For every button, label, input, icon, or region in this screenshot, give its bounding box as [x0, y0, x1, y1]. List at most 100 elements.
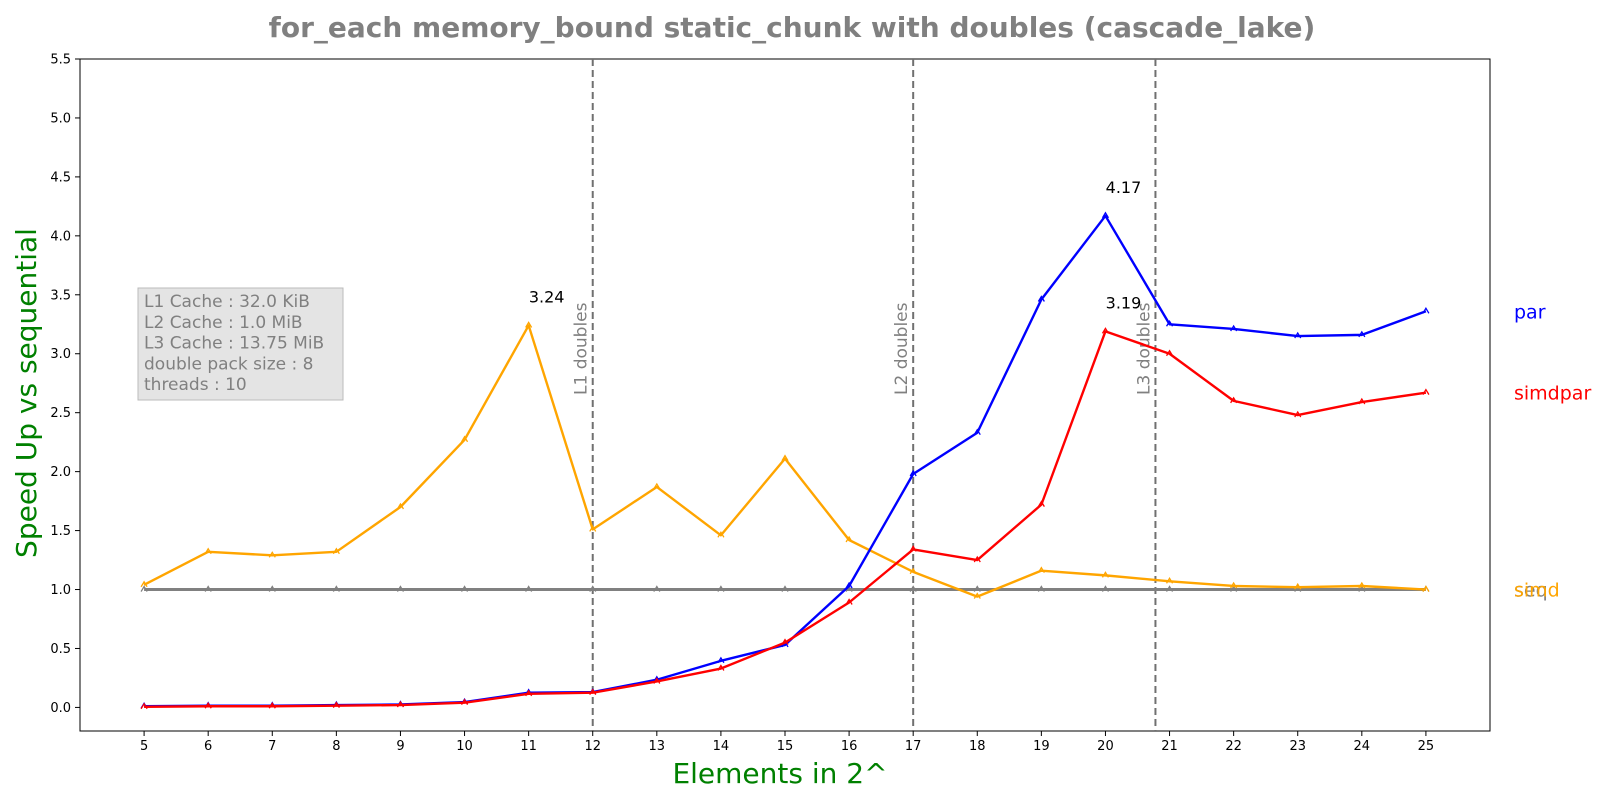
data-point-simdpar [460, 698, 469, 706]
x-tick-label: 11 [520, 739, 537, 754]
data-point-seq [1165, 585, 1174, 592]
data-point-simd [1358, 581, 1366, 589]
x-tick-label: 24 [1354, 739, 1371, 754]
x-tick-label: 22 [1225, 739, 1242, 754]
legend-item-simd: simd [1514, 580, 1560, 602]
cache-line-label: L2 doubles [892, 302, 912, 395]
x-tick-label: 7 [268, 739, 276, 754]
data-point-simd [589, 525, 597, 532]
chart-title: for_each memory_bound static_chunk with … [269, 11, 1316, 44]
cache-lines: L1 doubles L2 doubles L3 doubles [572, 59, 1157, 731]
data-point-simd [1037, 566, 1045, 573]
data-point-simd [140, 580, 148, 588]
y-tick-label: 0.0 [50, 701, 71, 716]
series-line-simd [143, 324, 1426, 598]
y-tick-label: 4.5 [50, 170, 71, 185]
x-tick-label: 21 [1161, 739, 1178, 754]
data-point-simdpar [140, 702, 148, 710]
data-point-simd [1294, 582, 1302, 590]
x-tick-label: 20 [1097, 739, 1114, 754]
y-tick-label: 3.5 [50, 288, 71, 303]
x-tick-label: 23 [1289, 739, 1306, 754]
data-point-simdpar [1422, 388, 1430, 395]
y-axis-ticks: 0.0 0.5 1.0 1.5 2.0 2.5 3.0 3.5 4.0 4.5 5.0 5.5 [50, 53, 80, 716]
data-point-simdpar [1230, 396, 1238, 404]
x-tick-label: 14 [713, 739, 730, 754]
data-point-seq [140, 585, 148, 592]
peak-label: 3.19 [1106, 293, 1142, 312]
x-tick-label: 12 [584, 739, 601, 754]
legend-item-simdpar: simdpar [1514, 383, 1591, 405]
data-point-par [1101, 211, 1110, 219]
data-point-seq [909, 585, 917, 592]
y-tick-label: 5.5 [50, 53, 71, 68]
data-point-simd [1230, 581, 1238, 589]
y-tick-label: 0.5 [50, 642, 71, 657]
legend-item-par: par [1514, 301, 1546, 323]
data-point-seq [332, 585, 340, 592]
y-tick-label: 3.0 [50, 347, 71, 362]
data-point-seq [204, 585, 212, 592]
x-tick-label: 18 [969, 739, 986, 754]
data-point-par [845, 581, 853, 589]
y-tick-label: 1.0 [50, 583, 71, 598]
data-point-simd [973, 592, 981, 599]
data-point-par [1037, 295, 1045, 302]
data-point-simdpar [909, 545, 917, 552]
peak-label: 3.24 [529, 287, 565, 306]
x-tick-label: 25 [1418, 739, 1435, 754]
cache-line-label: L3 doubles [1134, 302, 1154, 395]
x-tick-label: 10 [456, 739, 473, 754]
data-point-simd [653, 482, 661, 490]
data-point-par [1294, 331, 1302, 339]
data-point-simd [1101, 571, 1110, 578]
info-line: L2 Cache : 1.0 MiB [144, 313, 303, 333]
x-tick-label: 16 [841, 739, 858, 754]
data-point-simdpar [204, 701, 212, 709]
data-point-par [1230, 324, 1238, 332]
series-group [140, 211, 1430, 710]
data-point-simd [909, 567, 917, 575]
data-point-seq [717, 585, 725, 592]
data-point-simdpar [525, 689, 533, 697]
data-point-simdpar [1037, 500, 1045, 507]
data-point-simd [204, 547, 212, 555]
info-line: L3 Cache : 13.75 MiB [144, 334, 324, 354]
data-point-simd [460, 435, 469, 443]
y-axis-label: Speed Up vs sequential [10, 228, 43, 558]
data-point-seq [589, 585, 597, 592]
y-tick-label: 2.5 [50, 406, 71, 421]
data-point-simd [525, 321, 533, 328]
x-tick-label: 8 [332, 739, 340, 754]
data-point-simdpar [781, 638, 789, 645]
data-point-seq [268, 585, 276, 592]
x-axis-ticks: 5 6 7 8 9 10 11 12 13 14 15 16 17 18 19 20 21 22 23 24 25 [140, 731, 1434, 754]
data-point-par [909, 469, 917, 477]
data-point-simd [268, 551, 276, 558]
data-point-simd [332, 547, 340, 555]
data-point-simd [845, 535, 853, 543]
info-box-background [137, 287, 344, 401]
y-tick-label: 2.0 [50, 465, 71, 480]
x-tick-label: 9 [396, 739, 404, 754]
data-point-simd [717, 531, 725, 538]
data-point-par [1165, 319, 1174, 327]
data-point-simdpar [589, 688, 597, 696]
info-line: threads : 10 [144, 375, 247, 395]
data-point-simd [396, 502, 405, 510]
y-tick-label: 4.0 [50, 229, 71, 244]
data-point-simdpar [717, 664, 725, 671]
data-point-seq [460, 585, 469, 592]
x-tick-label: 19 [1033, 739, 1050, 754]
data-point-seq [525, 585, 533, 592]
data-point-seq [973, 585, 981, 592]
legend-item-seq: seq [1514, 580, 1548, 602]
info-line: L1 Cache : 32.0 KiB [144, 292, 310, 312]
series-line-simdpar [144, 330, 1427, 709]
data-point-simdpar [332, 701, 340, 708]
data-point-simd [1422, 585, 1430, 592]
